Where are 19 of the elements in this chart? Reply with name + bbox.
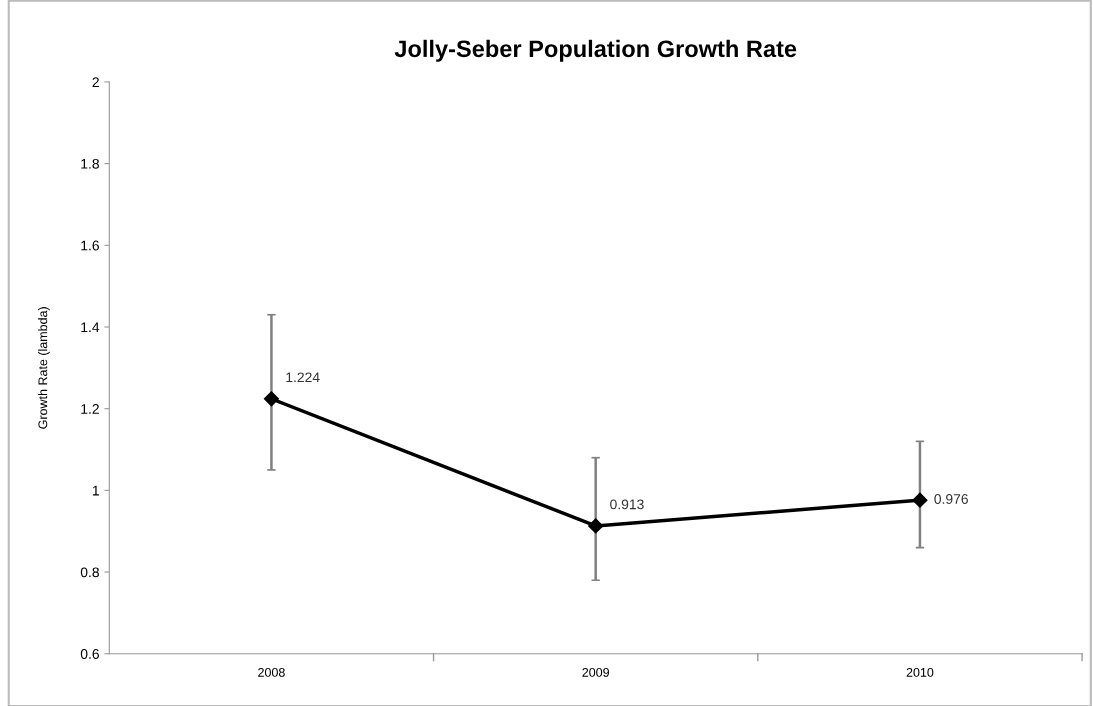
y-tick-label: 1.2: [81, 404, 99, 414]
point: [263, 391, 279, 407]
point: [588, 518, 604, 534]
y-tick-label: 0.8: [80, 567, 99, 578]
y-tick-label: 1.4: [81, 322, 100, 333]
data-label: 0.976: [934, 494, 968, 504]
y-tick-label: 1.8: [81, 158, 99, 169]
data-label: 0.913: [610, 499, 644, 510]
data-label: 1.224: [286, 372, 320, 383]
x-tick-label: 2009: [582, 667, 609, 677]
x-tick-label: 2010: [906, 667, 934, 677]
y-tick-label: 2: [92, 77, 99, 87]
y-tick-label: 1.6: [81, 240, 99, 251]
x-tick-label: 2008: [258, 667, 285, 677]
y-tick-label: 1: [92, 485, 99, 496]
y-axis-title: Growth Rate (lambda): [38, 307, 50, 429]
point: [912, 492, 928, 508]
y-tick-label: 0.6: [80, 649, 99, 659]
chart-title: Jolly-Seber Population Growth Rate: [394, 39, 797, 62]
